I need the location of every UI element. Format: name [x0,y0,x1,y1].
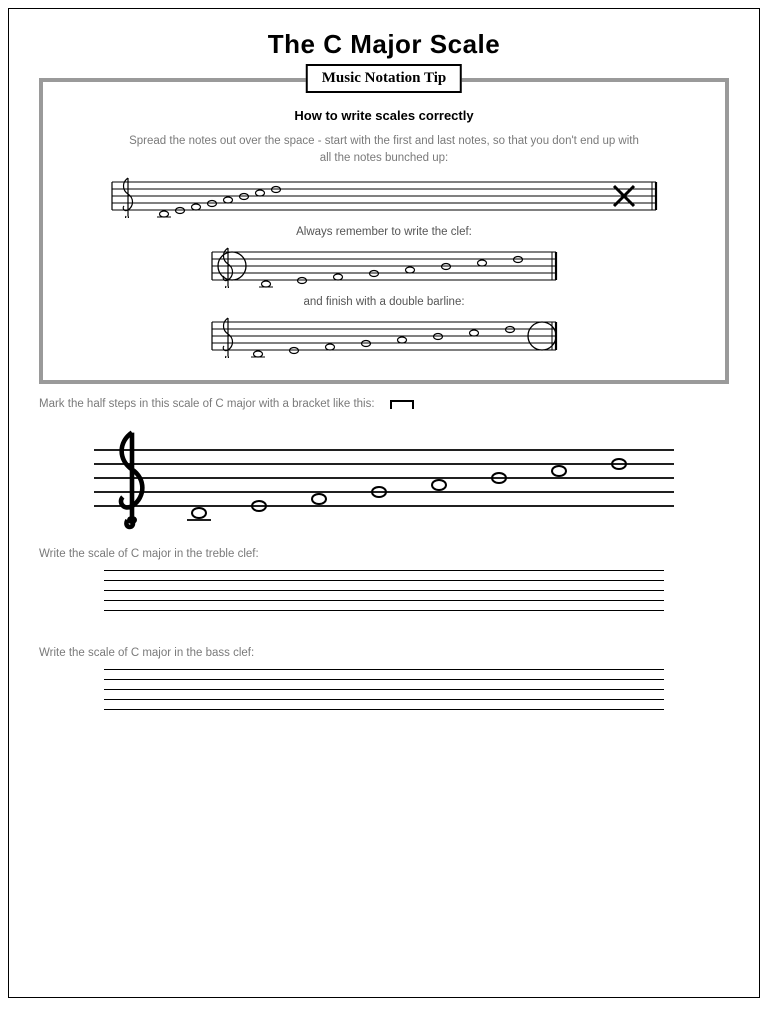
bracket-icon [390,400,414,409]
instruction-mark-halfsteps-text: Mark the half steps in this scale of C m… [39,398,375,410]
page-title: The C Major Scale [39,29,729,60]
staff-clef-example [204,244,564,288]
instruction-write-bass: Write the scale of C major in the bass c… [39,647,729,659]
tip-heading: How to write scales correctly [61,108,707,123]
worksheet-page: The C Major Scale Music Notation Tip How… [8,8,760,998]
notation-tip-box: Music Notation Tip How to write scales c… [39,78,729,384]
tip-label: Music Notation Tip [306,64,462,93]
tip-spread-text: Spread the notes out over the space - st… [124,133,644,166]
blank-staff-treble [104,570,664,611]
staff-barline-example [204,314,564,358]
tip-barline-text: and finish with a double barline: [61,296,707,308]
practice-staff-cmajor [84,420,684,530]
tip-clef-text: Always remember to write the clef: [61,226,707,238]
blank-staff-bass [104,669,664,710]
instruction-mark-halfsteps: Mark the half steps in this scale of C m… [39,398,729,410]
instruction-write-treble: Write the scale of C major in the treble… [39,548,729,560]
staff-bunched-example [104,174,664,218]
